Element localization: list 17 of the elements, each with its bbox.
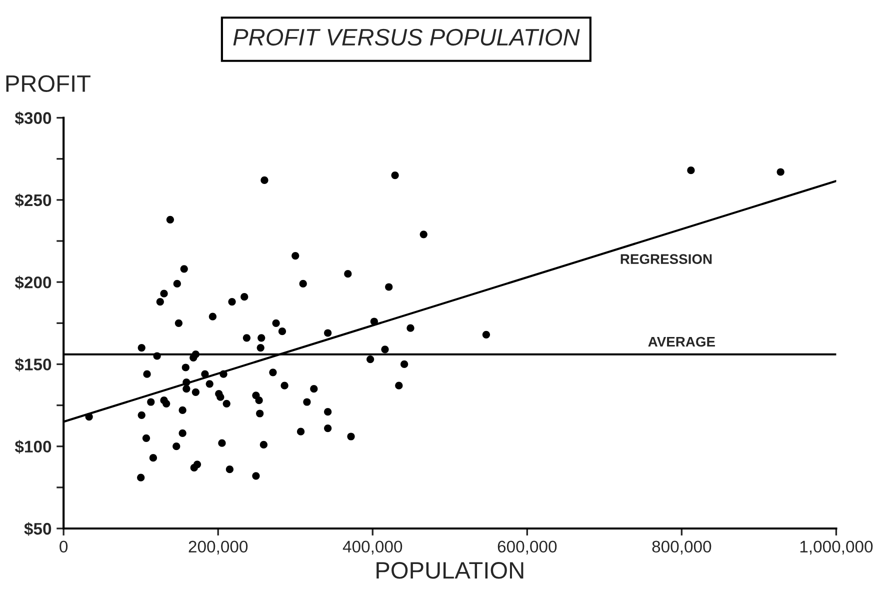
- chart-title: PROFIT VERSUS POPULATION: [233, 28, 580, 46]
- y-axis-title: PROFIT: [6, 75, 90, 92]
- series-label: REGRESSION: [620, 254, 712, 264]
- y-tick-label: $200: [14, 276, 52, 290]
- ref-line-label: AVERAGE: [648, 336, 715, 347]
- y-tick-label: $250: [14, 194, 52, 208]
- y-tick-label: $100: [14, 440, 52, 454]
- y-tick-label: $150: [14, 358, 52, 372]
- x-axis-title: POPULATION: [376, 562, 524, 579]
- x-tick-label: 800,000: [652, 540, 712, 555]
- x-tick-label: 400,000: [342, 540, 402, 555]
- x-tick-label: 1,000,000: [800, 540, 873, 555]
- y-tick-label: $50: [24, 522, 52, 536]
- x-tick-label: 0: [60, 540, 68, 553]
- y-tick-label: $300: [14, 111, 52, 126]
- x-tick-label: 200,000: [188, 540, 248, 555]
- x-tick-label: 600,000: [498, 540, 557, 555]
